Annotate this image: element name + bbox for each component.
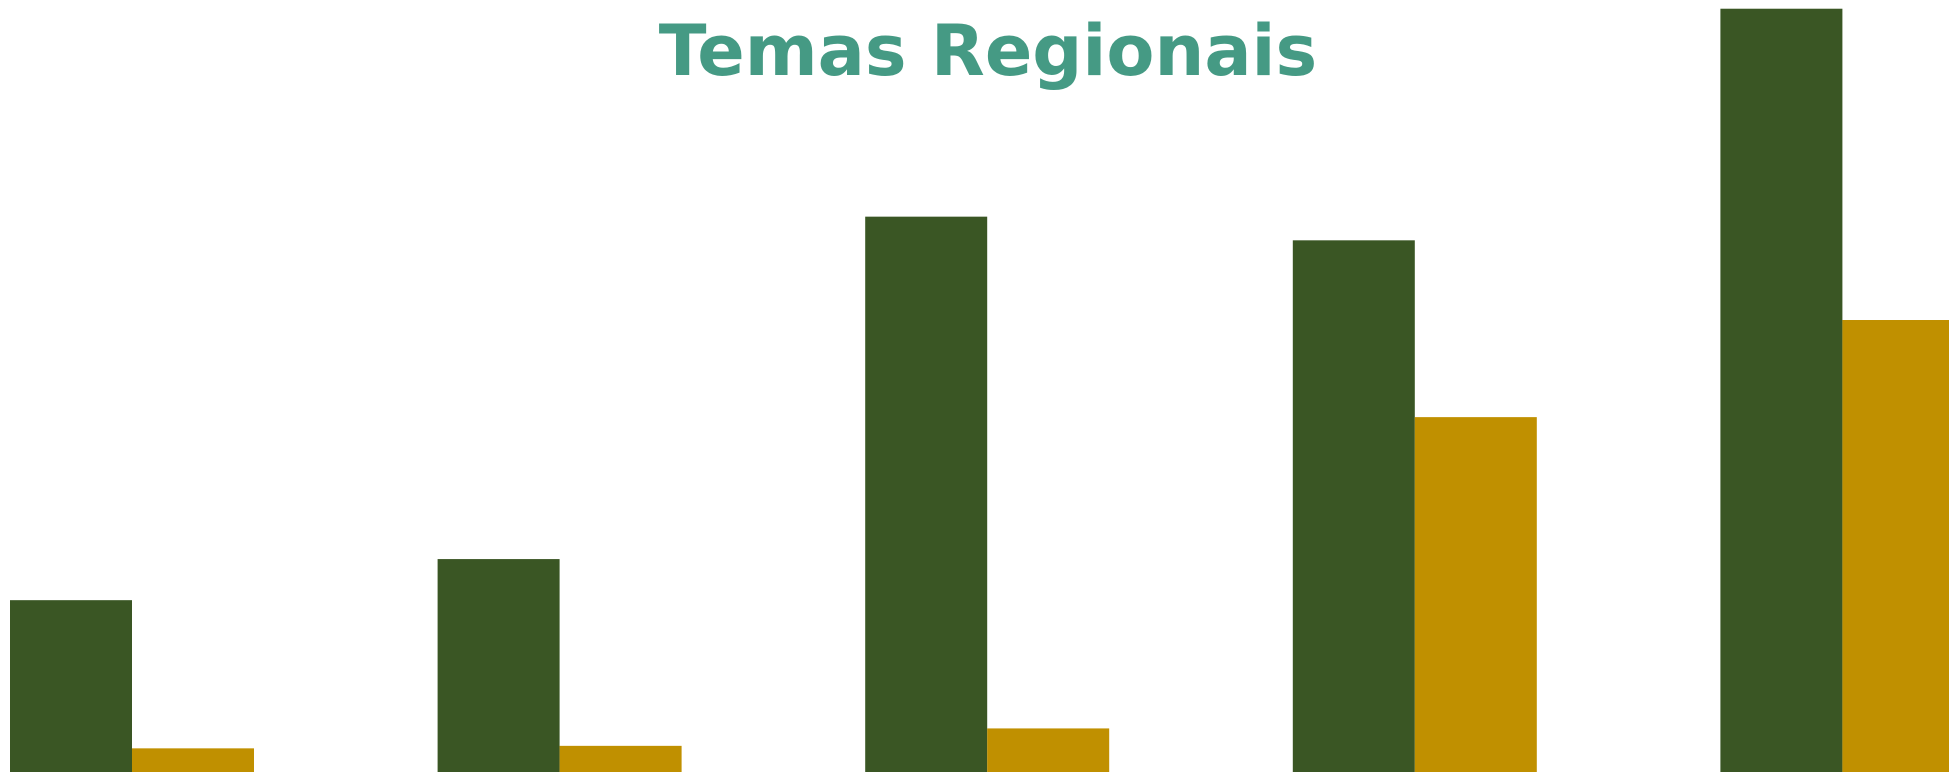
bar bbox=[1292, 240, 1415, 772]
bar bbox=[10, 600, 132, 772]
bar bbox=[1842, 320, 1949, 772]
bar bbox=[437, 559, 560, 772]
bar bbox=[987, 728, 1110, 772]
bar bbox=[132, 748, 254, 772]
bar bbox=[865, 216, 988, 772]
chart-title: Temas Regionais bbox=[659, 10, 1317, 92]
bar bbox=[559, 745, 682, 772]
bar bbox=[1414, 417, 1537, 772]
bar bbox=[1720, 8, 1843, 772]
